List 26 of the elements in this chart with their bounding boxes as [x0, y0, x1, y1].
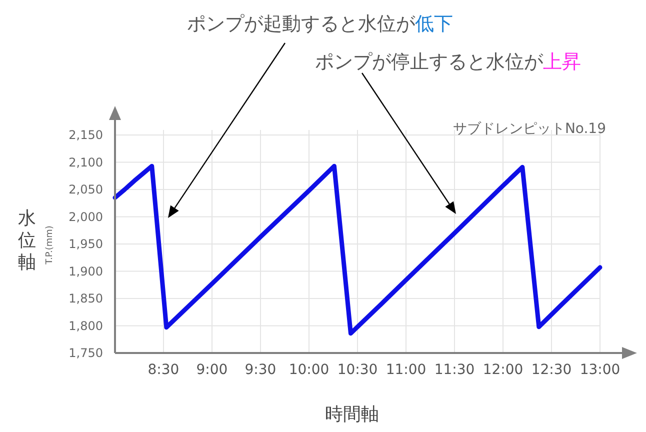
y-tick-label: 1,850	[68, 292, 103, 306]
y-tick-label: 2,050	[68, 182, 103, 197]
y-tick-label: 1,750	[68, 346, 103, 360]
chart-title: サブドレンピットNo.19	[452, 121, 606, 137]
y-tick-label: 2,150	[68, 128, 103, 142]
y-axis-title: 水位軸	[18, 208, 36, 273]
text: ポンプが起動すると水位が低下	[187, 13, 453, 35]
line-series	[112, 164, 602, 336]
x-tick-label: 10:00	[288, 362, 330, 378]
y-tick-label: 1,800	[68, 318, 103, 333]
y-tick-label: 1,900	[68, 264, 103, 278]
x-tick-label: 11:30	[434, 362, 475, 378]
x-tick-label: 9:00	[196, 362, 228, 378]
x-tick-label: 8:30	[148, 362, 180, 378]
x-tick-label: 12:30	[531, 362, 572, 378]
y-tick-label: 2,100	[68, 155, 103, 170]
y-tick-label: 2,000	[68, 210, 103, 224]
x-tick-label: 11:00	[386, 362, 426, 378]
text: ポンプが停止すると水位が上昇	[315, 51, 581, 73]
x-tick-label: 9:30	[244, 362, 276, 378]
x-tick-label: 10:30	[337, 362, 378, 378]
x-axis-title: 時間軸	[325, 404, 379, 425]
text: T.P.(mm)	[45, 226, 55, 266]
x-tick-label: 12:00	[482, 362, 524, 378]
x-tick-label: 13:00	[580, 362, 620, 378]
y-tick-label: 1,950	[68, 237, 103, 252]
